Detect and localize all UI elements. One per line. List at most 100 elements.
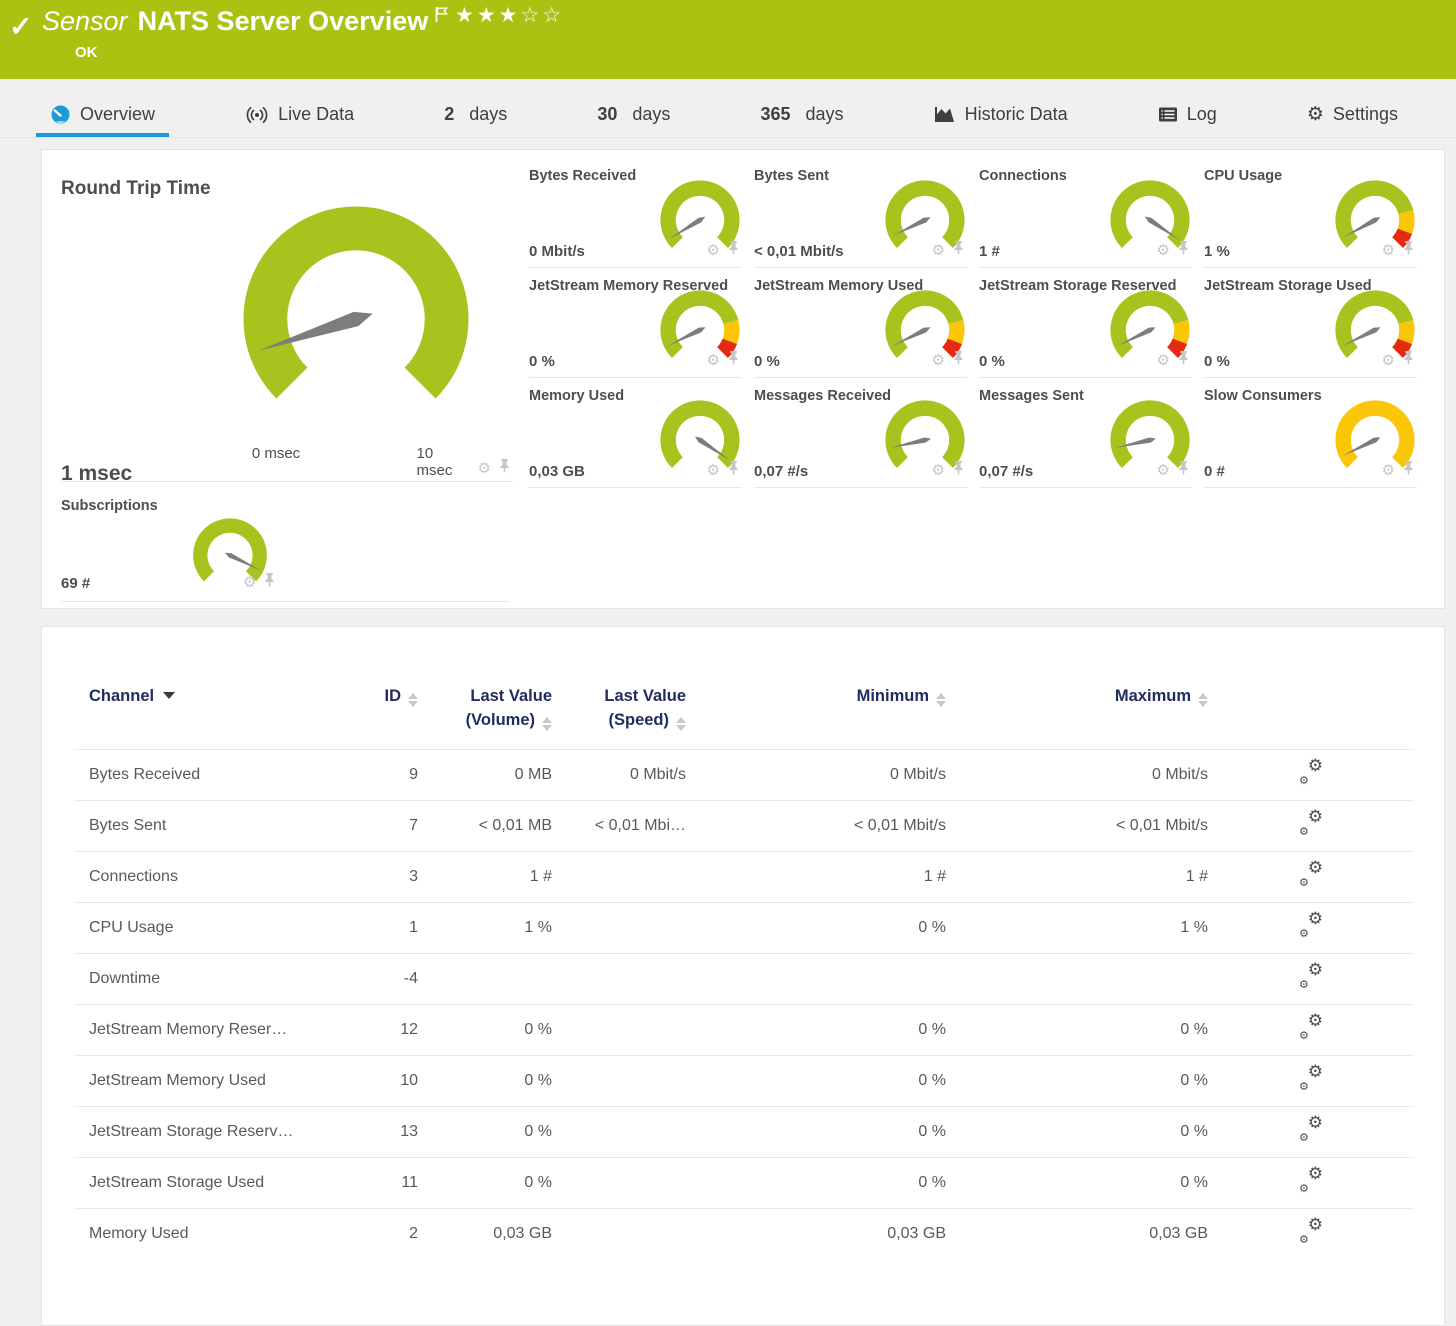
gear-icon[interactable]: ⚙ bbox=[706, 350, 720, 369]
gauge-card-slow-consumers: Slow Consumers 0 # ⚙ bbox=[1202, 382, 1427, 492]
gear-icon[interactable]: ⚙ bbox=[1156, 350, 1170, 369]
gear-icon[interactable]: ⚙ bbox=[1156, 460, 1170, 479]
gauge-title: Subscriptions bbox=[61, 498, 158, 514]
channel-cell[interactable]: JetStream Memory Used bbox=[74, 1054, 334, 1107]
pin-icon[interactable] bbox=[1402, 350, 1415, 370]
gauge-value: 0 % bbox=[1204, 353, 1230, 370]
tab-number: 365 bbox=[760, 104, 791, 124]
channel-settings-icon[interactable]: ⚙ ⚙ bbox=[1299, 1215, 1323, 1247]
gauge-card-js-mem-reserved: JetStream Memory Reserved 0 % ⚙ bbox=[527, 272, 752, 382]
last-value-volume-cell: 0 MB bbox=[418, 748, 552, 801]
last-value-speed-cell bbox=[552, 1003, 686, 1056]
gear-icon[interactable]: ⚙ bbox=[1381, 350, 1395, 369]
channel-cell[interactable]: Bytes Sent bbox=[74, 799, 334, 852]
gear-icon[interactable]: ⚙ bbox=[706, 240, 720, 259]
tab-2-days[interactable]: 2 days bbox=[430, 100, 521, 137]
gauge-min-label: 0 msec bbox=[251, 445, 301, 462]
channel-settings-icon[interactable]: ⚙ ⚙ bbox=[1299, 858, 1323, 890]
pin-icon[interactable] bbox=[952, 350, 965, 370]
gear-icon[interactable]: ⚙ bbox=[1381, 460, 1395, 479]
bytes-sent-gauge bbox=[881, 176, 969, 257]
channel-cell[interactable]: Connections bbox=[74, 850, 334, 903]
gear-icon[interactable]: ⚙ bbox=[931, 240, 945, 259]
channel-settings-icon[interactable]: ⚙ ⚙ bbox=[1299, 909, 1323, 941]
status-check-icon: ✓ bbox=[9, 11, 33, 42]
gear-icon[interactable]: ⚙ bbox=[477, 458, 491, 477]
channel-cell[interactable]: Memory Used bbox=[74, 1207, 334, 1259]
tab-30-days[interactable]: 30 days bbox=[583, 100, 684, 137]
tab-log[interactable]: Log bbox=[1144, 100, 1231, 137]
channel-cell[interactable]: JetStream Storage Used bbox=[74, 1156, 334, 1209]
channel-settings-icon[interactable]: ⚙ ⚙ bbox=[1299, 1011, 1323, 1043]
gear-icon[interactable]: ⚙ bbox=[1156, 240, 1170, 259]
header-last-value-volume[interactable]: Last Value (Volume) bbox=[465, 687, 552, 731]
tab-settings[interactable]: ⚙ Settings bbox=[1293, 99, 1412, 137]
priority-stars[interactable]: ★★★☆☆ bbox=[455, 3, 564, 27]
gauge-value: 0 % bbox=[754, 353, 780, 370]
channel-cell[interactable]: JetStream Storage Reserv… bbox=[74, 1105, 334, 1158]
channel-settings-icon[interactable]: ⚙ ⚙ bbox=[1299, 1164, 1323, 1196]
last-value-speed-cell: 0 Mbit/s bbox=[552, 748, 686, 801]
pin-icon[interactable] bbox=[1177, 350, 1190, 370]
tab-live-data[interactable]: Live Data bbox=[231, 100, 368, 137]
channel-settings-icon[interactable]: ⚙ ⚙ bbox=[1299, 807, 1323, 839]
gear-icon[interactable]: ⚙ bbox=[931, 350, 945, 369]
minimum-cell: 0 % bbox=[686, 1156, 946, 1209]
pin-icon[interactable] bbox=[498, 458, 511, 478]
pin-icon[interactable] bbox=[952, 460, 965, 480]
actions-cell: ⚙ ⚙ bbox=[1208, 952, 1414, 1005]
channel-settings-icon[interactable]: ⚙ ⚙ bbox=[1299, 1113, 1323, 1145]
id-cell: 9 bbox=[334, 748, 418, 801]
channel-cell[interactable]: JetStream Memory Reser… bbox=[74, 1003, 334, 1056]
pin-icon[interactable] bbox=[1402, 460, 1415, 480]
gauge-card-js-mem-used: JetStream Memory Used 0 % ⚙ bbox=[752, 272, 977, 382]
sort-arrows-icon bbox=[542, 716, 552, 731]
pin-icon[interactable] bbox=[263, 572, 276, 592]
gear-icon[interactable]: ⚙ bbox=[931, 460, 945, 479]
minimum-cell: < 0,01 Mbit/s bbox=[686, 799, 946, 852]
gauge-value: 1 msec bbox=[61, 462, 133, 485]
channel-settings-icon[interactable]: ⚙ ⚙ bbox=[1299, 960, 1323, 992]
header-maximum[interactable]: Maximum bbox=[946, 665, 1208, 749]
id-cell: -4 bbox=[334, 952, 418, 1005]
header-id[interactable]: ID bbox=[334, 665, 418, 749]
gear-icon[interactable]: ⚙ bbox=[243, 572, 257, 591]
header-channel[interactable]: Channel bbox=[74, 665, 334, 749]
pin-icon[interactable] bbox=[727, 350, 740, 370]
gauge-value: 0 % bbox=[979, 353, 1005, 370]
channel-cell[interactable]: Downtime bbox=[74, 952, 334, 1005]
tab-historic-data[interactable]: Historic Data bbox=[920, 100, 1082, 137]
flag-icon[interactable] bbox=[434, 7, 450, 27]
pin-icon[interactable] bbox=[952, 240, 965, 260]
maximum-cell: 0 % bbox=[946, 1156, 1208, 1209]
tab-bar: Overview Live Data 2 days 30 days 365 da… bbox=[0, 99, 1456, 138]
maximum-cell: 0 % bbox=[946, 1054, 1208, 1107]
header-actions bbox=[1208, 665, 1414, 749]
gauges-panel: Round Trip Time 0 msec 10 msec 1 msec ⚙ … bbox=[41, 149, 1445, 609]
pin-icon[interactable] bbox=[1177, 240, 1190, 260]
channel-settings-icon[interactable]: ⚙ ⚙ bbox=[1299, 756, 1323, 788]
js-store-used-gauge bbox=[1331, 286, 1419, 367]
channel-cell[interactable]: CPU Usage bbox=[74, 901, 334, 954]
gauge-title: JetStream Memory Reserved bbox=[529, 278, 729, 294]
table-row: Bytes Sent 7 < 0,01 MB < 0,01 Mbi… < 0,01 Mb… bbox=[74, 799, 1414, 852]
sort-arrows-icon bbox=[1198, 693, 1208, 707]
tab-overview[interactable]: Overview bbox=[36, 100, 170, 137]
last-value-volume-cell: 0 % bbox=[418, 1054, 552, 1107]
messages-received-gauge bbox=[881, 396, 969, 477]
pin-icon[interactable] bbox=[727, 460, 740, 480]
header-last-value-speed[interactable]: Last Value (Speed) bbox=[604, 687, 686, 731]
header-minimum[interactable]: Minimum bbox=[686, 665, 946, 749]
pin-icon[interactable] bbox=[1177, 460, 1190, 480]
actions-cell: ⚙ ⚙ bbox=[1208, 748, 1414, 801]
sort-arrows-icon bbox=[676, 716, 686, 731]
channel-settings-icon[interactable]: ⚙ ⚙ bbox=[1299, 1062, 1323, 1094]
channel-cell[interactable]: Bytes Received bbox=[74, 748, 334, 801]
js-mem-reserved-gauge bbox=[656, 286, 744, 367]
actions-cell: ⚙ ⚙ bbox=[1208, 1207, 1414, 1259]
gear-icon[interactable]: ⚙ bbox=[706, 460, 720, 479]
pin-icon[interactable] bbox=[727, 240, 740, 260]
tab-365-days[interactable]: 365 days bbox=[746, 100, 857, 137]
gear-icon[interactable]: ⚙ bbox=[1381, 240, 1395, 259]
pin-icon[interactable] bbox=[1402, 240, 1415, 260]
